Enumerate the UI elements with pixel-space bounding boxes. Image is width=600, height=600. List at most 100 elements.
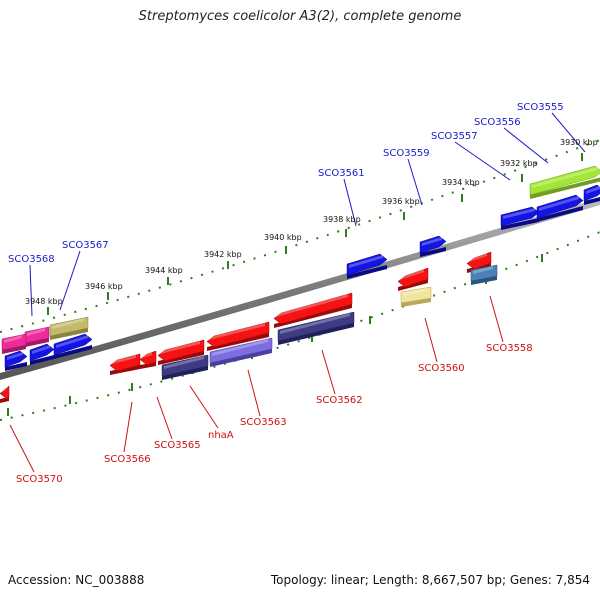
gene-label-sco3557[interactable]: SCO3557: [431, 131, 478, 142]
gene-label-leader: [424, 317, 438, 363]
gene-arrow-sco3559[interactable]: [500, 206, 540, 230]
kbp-label-3940: 3940 kbp: [264, 233, 302, 242]
gene-box-pink[interactable]: [24, 326, 50, 347]
gene-box-sco3558b[interactable]: [470, 264, 498, 285]
gene-label-sco3570[interactable]: SCO3570: [16, 474, 63, 485]
gene-arrow-nhaa[interactable]: [157, 339, 205, 365]
gene-arrow-shadow: [398, 279, 428, 291]
gene-arrow-shadow: [401, 298, 431, 307]
gene-arrow-body: [4, 350, 28, 368]
gene-arrow-sco3561[interactable]: [419, 235, 447, 257]
gene-arrow-sco3563[interactable]: [206, 321, 270, 351]
gene-arrow-body: [500, 206, 540, 227]
gene-box-sco3560b[interactable]: [400, 286, 432, 307]
gene-label-sco3563[interactable]: SCO3563: [240, 417, 287, 428]
gene-arrow-highlight: [27, 328, 45, 336]
gene-arrow-highlight: [469, 253, 487, 262]
gene-label-sco3562[interactable]: SCO3562: [316, 395, 363, 406]
gene-arrow-body: [161, 354, 209, 377]
gene-arrow-body: [29, 343, 55, 362]
gene-label-sco3565[interactable]: SCO3565: [154, 440, 201, 451]
gene-arrow-sco3562[interactable]: [273, 292, 353, 328]
gene-arrow-highlight: [4, 335, 22, 343]
gene-arrow-blue-left1[interactable]: [29, 343, 55, 365]
gene-arrow-blue-mid[interactable]: [346, 253, 388, 279]
gene-arrow-highlight: [7, 352, 23, 360]
gene-arrow-sco3567[interactable]: [53, 333, 93, 359]
gene-arrow-sco3556[interactable]: [583, 184, 600, 205]
gene-label-sco3567[interactable]: SCO3567: [62, 240, 109, 251]
gene-box-nhaab[interactable]: [161, 354, 209, 380]
gene-arrow-sco3565[interactable]: [139, 350, 157, 369]
gene-arrow-highlight: [539, 196, 579, 211]
kbp-label-3942: 3942 kbp: [204, 250, 242, 259]
gene-arrow-shadow: [140, 362, 156, 369]
gene-arrow-sco3570[interactable]: [0, 385, 10, 403]
gene-arrow-shadow: [207, 333, 269, 351]
gene-label-sco3558[interactable]: SCO3558: [486, 343, 533, 354]
gene-arrow-body: [53, 333, 93, 356]
gene-label-sco3556[interactable]: SCO3556: [474, 117, 521, 128]
gene-arrow-shadow: [278, 323, 354, 345]
gene-arrow-shadow: [210, 349, 272, 367]
gene-arrow-sco3557[interactable]: [536, 194, 584, 222]
gene-arrow-body: [0, 385, 10, 400]
gene-arrow-body: [419, 235, 447, 254]
gene-arrow-sco3555[interactable]: [529, 165, 600, 199]
gene-arrow-body: [536, 194, 584, 219]
gene-label-leader: [123, 401, 133, 453]
gene-label-sco3561[interactable]: SCO3561: [318, 168, 365, 179]
gene-label-sco3560[interactable]: SCO3560: [418, 363, 465, 374]
gene-arrow-body: [206, 321, 270, 348]
gene-label-leader: [189, 385, 219, 429]
gene-arrow-sco3560[interactable]: [397, 267, 429, 291]
gene-arrow-sco3566[interactable]: [109, 353, 141, 375]
gene-arrow-highlight: [212, 339, 268, 356]
gene-label-leader: [489, 295, 504, 343]
kbp-label-3932: 3932 kbp: [500, 159, 538, 168]
gene-arrow-shadow: [274, 304, 352, 328]
gene-label-sco3559[interactable]: SCO3559: [383, 148, 430, 159]
gene-arrow-body: [397, 267, 429, 288]
gene-label-sco3568[interactable]: SCO3568: [8, 254, 55, 265]
kbp-label-3930: 3930 kbp: [560, 138, 598, 147]
gene-arrow-body: [273, 292, 353, 325]
gene-arrow-body: [346, 253, 388, 276]
gene-arrow-highlight: [209, 323, 265, 340]
map-title: Streptomyces coelicolor A3(2), complete …: [138, 9, 462, 24]
gene-arrow-highlight: [400, 269, 424, 280]
gene-box-olive[interactable]: [49, 316, 89, 340]
gene-label-leader: [247, 369, 261, 417]
gene-label-sco3566[interactable]: SCO3566: [104, 454, 151, 465]
gene-label-sco3555[interactable]: SCO3555: [517, 102, 564, 113]
gene-box-sco3562b[interactable]: [277, 311, 355, 345]
gene-arrow-body: [109, 353, 141, 372]
kbp-label-3934: 3934 kbp: [442, 178, 480, 187]
gene-arrow-body: [1, 333, 27, 351]
gene-arrow-shadow: [537, 206, 583, 222]
gene-arrow-highlight: [422, 237, 442, 246]
gene-arrow-shadow: [162, 366, 208, 380]
gene-label-leader: [503, 127, 549, 164]
gene-arrow-shadow: [471, 276, 497, 285]
gene-label-nhaa[interactable]: nhaA: [208, 430, 234, 441]
kbp-label-3946: 3946 kbp: [85, 282, 123, 291]
gene-arrow-highlight: [503, 208, 535, 219]
gene-arrow-shadow: [110, 365, 140, 375]
gene-arrow-highlight: [349, 255, 383, 268]
gene-arrow-highlight: [586, 186, 600, 194]
gene-arrow-shadow: [2, 345, 26, 354]
gene-box-sco3563b[interactable]: [209, 337, 273, 367]
gene-arrow-shadow: [501, 218, 539, 230]
gene-arrow-shadow: [420, 247, 446, 257]
gene-arrow-blue-left2[interactable]: [4, 350, 28, 371]
gene-label-leader: [29, 264, 33, 317]
gene-arrow-shadow: [5, 362, 27, 371]
gene-label-leader: [407, 158, 423, 206]
gene-arrow-highlight: [112, 355, 136, 364]
gene-arrow-highlight: [403, 288, 427, 296]
gene-arrow-body: [49, 316, 89, 337]
gene-box-pink2[interactable]: [1, 333, 27, 354]
gene-arrow-body: [157, 339, 205, 362]
